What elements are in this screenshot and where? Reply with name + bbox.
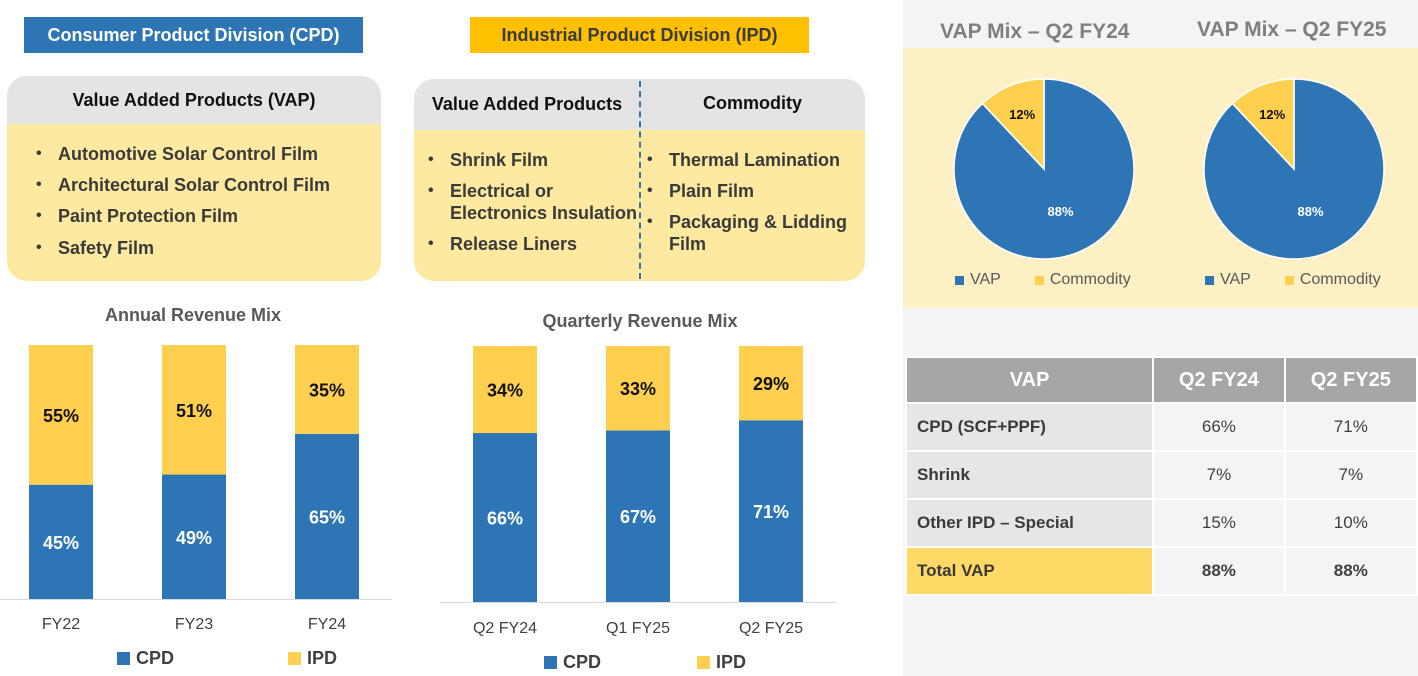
annual-legend: CPD IPD: [117, 648, 337, 669]
pie-data-label: 12%: [1009, 107, 1035, 122]
quarterly-chart-title: Quarterly Revenue Mix: [440, 311, 840, 332]
data-label: 35%: [309, 380, 345, 400]
data-label: 71%: [753, 502, 789, 522]
cpd-legend-label: CPD: [563, 652, 601, 673]
ipd-legend-swatch: [697, 656, 710, 669]
list-item: Automotive Solar Control Film: [36, 143, 330, 165]
cpd-vap-card: Value Added Products (VAP) Automotive So…: [7, 76, 381, 281]
pie-fy25-legend: VAP Commodity: [1205, 271, 1381, 289]
data-label: 45%: [43, 533, 79, 553]
vap-legend-label: VAP: [1220, 271, 1251, 289]
pie-data-label: 12%: [1259, 107, 1285, 122]
list-item: Safety Film: [36, 237, 330, 259]
data-label: 29%: [753, 374, 789, 394]
list-item: Electrical or Electronics Insulation: [428, 180, 638, 224]
data-label: 34%: [487, 381, 523, 401]
cpd-legend-label: CPD: [136, 648, 174, 669]
table-row: Other IPD – Special 15% 10%: [906, 499, 1417, 547]
table-cell: 7%: [1285, 451, 1417, 499]
pie-fy24-title: VAP Mix – Q2 FY24: [940, 20, 1129, 44]
table-cell: Total VAP: [906, 547, 1153, 595]
table-cell: 71%: [1285, 403, 1417, 451]
table-header-q2fy25: Q2 FY25: [1285, 357, 1417, 403]
commodity-legend-swatch: [1285, 276, 1294, 285]
pie-fy25-title: VAP Mix – Q2 FY25: [1197, 18, 1386, 42]
x-tick-label: Q1 FY25: [606, 620, 670, 637]
x-tick-label: Q2 FY25: [739, 620, 803, 637]
pie-fy24-legend: VAP Commodity: [955, 271, 1131, 289]
table-cell: 10%: [1285, 499, 1417, 547]
list-item: Shrink Film: [428, 149, 638, 171]
list-item: Packaging & Lidding Film: [647, 211, 857, 255]
data-label: 51%: [176, 401, 212, 421]
cpd-division-header: Consumer Product Division (CPD): [24, 17, 363, 53]
ipd-division-header: Industrial Product Division (IPD): [470, 17, 809, 53]
data-label: 55%: [43, 406, 79, 426]
table-row: Shrink 7% 7%: [906, 451, 1417, 499]
data-label: 66%: [487, 509, 523, 529]
vap-legend-swatch: [955, 276, 964, 285]
data-label: 33%: [620, 379, 656, 399]
table-cell: 88%: [1153, 547, 1284, 595]
table-cell: CPD (SCF+PPF): [906, 403, 1153, 451]
annual-revenue-chart: 45% 55% FY22 49% 51% FY23 65% 35% FY24: [0, 335, 400, 635]
table-cell: 7%: [1153, 451, 1284, 499]
pie-data-label: 88%: [1048, 204, 1074, 219]
ipd-legend-swatch: [288, 652, 301, 665]
list-item: Release Liners: [428, 233, 638, 255]
cpd-legend-swatch: [544, 656, 557, 669]
data-label: 67%: [620, 507, 656, 527]
vap-legend-swatch: [1205, 276, 1214, 285]
ipd-card: Value Added Products Commodity Shrink Fi…: [414, 79, 865, 281]
list-item: Architectural Solar Control Film: [36, 174, 330, 196]
cpd-legend-swatch: [117, 652, 130, 665]
x-tick-label: Q2 FY24: [473, 620, 537, 637]
table-header-q2fy24: Q2 FY24: [1153, 357, 1284, 403]
vap-table: VAP Q2 FY24 Q2 FY25 CPD (SCF+PPF) 66% 71…: [905, 356, 1418, 596]
table-cell: Other IPD – Special: [906, 499, 1153, 547]
annual-chart-title: Annual Revenue Mix: [0, 305, 386, 326]
vap-legend-label: VAP: [970, 271, 1001, 289]
list-item: Paint Protection Film: [36, 205, 330, 227]
data-label: 49%: [176, 528, 212, 548]
pie-data-label: 88%: [1298, 204, 1324, 219]
x-tick-label: FY22: [42, 616, 80, 633]
x-tick-label: FY24: [308, 616, 346, 633]
x-tick-label: FY23: [175, 616, 213, 633]
quarterly-revenue-chart: 66% 34% Q2 FY24 67% 33% Q1 FY25 71% 29% Q2 FY25: [438, 335, 840, 640]
ipd-divider: [639, 81, 641, 279]
table-row-total: Total VAP 88% 88%: [906, 547, 1417, 595]
table-cell: 66%: [1153, 403, 1284, 451]
table-row: CPD (SCF+PPF) 66% 71%: [906, 403, 1417, 451]
table-cell: 15%: [1153, 499, 1284, 547]
commodity-legend-label: Commodity: [1300, 271, 1381, 289]
ipd-commodity-list: Thermal Lamination Plain Film Packaging …: [647, 149, 857, 255]
cpd-vap-card-title: Value Added Products (VAP): [7, 76, 381, 124]
quarterly-legend: CPD IPD: [544, 652, 746, 673]
commodity-legend-swatch: [1035, 276, 1044, 285]
pie-chart-fy25: 88% 12%: [1202, 77, 1386, 261]
commodity-legend-label: Commodity: [1050, 271, 1131, 289]
ipd-vap-list: Shrink Film Electrical or Electronics In…: [428, 149, 638, 255]
list-item: Plain Film: [647, 180, 857, 202]
table-cell: 88%: [1285, 547, 1417, 595]
ipd-legend-label: IPD: [716, 652, 746, 673]
ipd-commodity-title: Commodity: [640, 79, 865, 127]
ipd-vap-title: Value Added Products: [414, 79, 640, 130]
data-label: 65%: [309, 507, 345, 527]
cpd-vap-list: Automotive Solar Control Film Architectu…: [36, 143, 330, 259]
ipd-legend-label: IPD: [307, 648, 337, 669]
table-header-row: VAP Q2 FY24 Q2 FY25: [906, 357, 1417, 403]
list-item: Thermal Lamination: [647, 149, 857, 171]
pie-chart-fy24: 88% 12%: [952, 77, 1136, 261]
table-header-vap: VAP: [906, 357, 1153, 403]
table-cell: Shrink: [906, 451, 1153, 499]
